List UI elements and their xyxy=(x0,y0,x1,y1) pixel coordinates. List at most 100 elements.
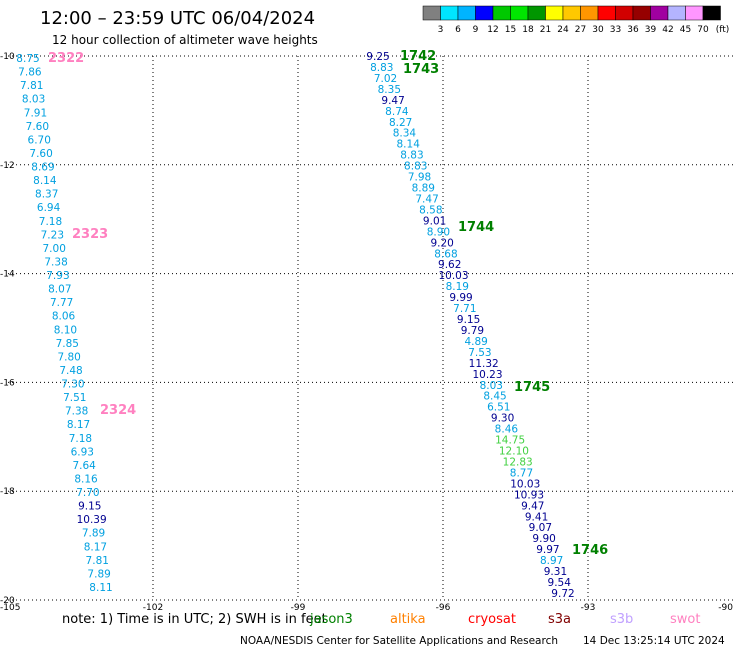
colorbar-swatch xyxy=(702,5,721,21)
wave-height-value: 7.93 xyxy=(46,270,69,282)
wave-height-value: 7.23 xyxy=(41,229,64,241)
wave-height-value: 8.77 xyxy=(510,467,533,479)
wave-height-value: 7.85 xyxy=(56,338,79,350)
wave-height-value: 7.53 xyxy=(468,347,491,359)
legend-satellite-s3b: s3b xyxy=(610,612,634,627)
wave-height-value: 7.91 xyxy=(24,107,47,119)
wave-height-value: 7.98 xyxy=(408,172,431,184)
wave-height-value: 8.14 xyxy=(397,139,421,151)
wave-height-value: 7.81 xyxy=(86,555,109,567)
wave-height-value: 7.89 xyxy=(87,568,110,580)
colorbar-tick-label: 6 xyxy=(455,25,461,35)
wave-height-value: 7.51 xyxy=(63,392,86,404)
wave-height-value: 9.25 xyxy=(366,51,389,63)
wave-height-value: 9.47 xyxy=(521,500,544,512)
wave-height-value: 9.30 xyxy=(491,413,514,425)
legend-satellite-s3a: s3a xyxy=(548,612,572,627)
longitude-label: -90 xyxy=(718,603,733,613)
wave-height-value: 7.89 xyxy=(82,528,105,540)
wave-height-value: 9.41 xyxy=(525,511,548,523)
wave-height-value: 8.35 xyxy=(378,84,401,96)
wave-height-colorbar: 3 6 9 12 15 18 21 24 27 30 33 36 39 42 45 70 (ft) xyxy=(422,5,730,35)
wave-height-value: 9.20 xyxy=(430,237,453,249)
track-label-2323: 2323 xyxy=(72,227,108,242)
legend-satellite-altika: altika xyxy=(390,612,426,627)
colorbar-tick-label: 24 xyxy=(557,25,569,35)
wave-height-value: 7.80 xyxy=(57,351,80,363)
wave-height-value: 9.15 xyxy=(78,501,101,513)
wave-height-value: 9.47 xyxy=(381,95,404,107)
legend-satellite-cryosat: cryosat xyxy=(468,612,516,627)
wave-height-value: 7.30 xyxy=(61,379,84,391)
wave-height-value: 8.83 xyxy=(370,62,393,74)
wave-height-value: 10.23 xyxy=(472,369,502,381)
wave-height-value: 7.18 xyxy=(69,433,92,445)
latitude-label: -16 xyxy=(0,378,15,388)
wave-height-value: 8.74 xyxy=(385,106,409,118)
wave-height-value: 7.71 xyxy=(453,303,476,315)
wave-height-value: 9.62 xyxy=(438,259,461,271)
longitude-label: -99 xyxy=(291,603,306,613)
wave-height-value: 14.75 xyxy=(495,435,525,447)
wave-height-value: 7.02 xyxy=(374,73,397,85)
updated-timestamp: 14 Dec 13:25:14 UTC 2024 xyxy=(583,635,725,647)
wave-height-value: 8.97 xyxy=(540,555,563,567)
colorbar-tick-label: 15 xyxy=(505,25,516,35)
colorbar-tick-label: 39 xyxy=(645,25,657,35)
wave-height-value: 8.37 xyxy=(35,189,58,201)
page-title: 12:00 – 23:59 UTC 06/04/2024 xyxy=(40,8,316,29)
track-label-2322: 2322 xyxy=(48,51,84,66)
page-subtitle: 12 hour collection of altimeter wave hei… xyxy=(52,33,318,47)
wave-height-value: 6.51 xyxy=(487,402,510,414)
wave-height-value: 8.16 xyxy=(74,473,98,485)
colorbar-tick-label: 27 xyxy=(575,25,586,35)
footer-note: note: 1) Time is in UTC; 2) SWH is in fe… xyxy=(62,612,327,627)
wave-height-value: 8.17 xyxy=(84,541,107,553)
wave-height-value: 4.89 xyxy=(464,336,487,348)
wave-height-value: 7.70 xyxy=(76,487,99,499)
track-label-1744: 1744 xyxy=(458,220,494,235)
colorbar-tick-label: 9 xyxy=(473,25,479,35)
wave-height-value: 9.15 xyxy=(457,314,480,326)
wave-height-value: 8.46 xyxy=(495,424,519,436)
wave-height-value: 7.86 xyxy=(18,67,42,79)
colorbar-unit-label: (ft) xyxy=(716,25,730,35)
wave-height-value: 8.89 xyxy=(412,183,435,195)
longitude-label: -93 xyxy=(581,603,596,613)
legend-satellite-swot: swot xyxy=(670,612,701,627)
wave-height-value: 7.64 xyxy=(72,460,96,472)
wave-height-value: 7.48 xyxy=(59,365,82,377)
wave-height-value: 7.47 xyxy=(415,193,438,205)
wave-height-value: 6.94 xyxy=(37,202,61,214)
latitude-label: -12 xyxy=(0,161,15,171)
wave-height-value: 8.03 xyxy=(480,380,503,392)
colorbar-tick-label: 18 xyxy=(522,25,534,35)
wave-height-value: 8.17 xyxy=(67,419,90,431)
longitude-label: -96 xyxy=(436,603,451,613)
colorbar-tick-label: 3 xyxy=(438,25,444,35)
wave-height-value: 8.83 xyxy=(400,150,423,162)
wave-height-value: 9.54 xyxy=(548,577,572,589)
legend-satellite-jason3: jason3 xyxy=(310,612,353,627)
wave-height-value: 8.27 xyxy=(389,117,412,129)
wave-height-value: 8.90 xyxy=(427,226,450,238)
wave-height-value: 8.10 xyxy=(54,324,77,336)
wave-height-value: 12.10 xyxy=(499,446,529,458)
wave-height-value: 8.83 xyxy=(404,161,427,173)
colorbar-tick-label: 21 xyxy=(540,25,551,35)
wave-height-value: 9.01 xyxy=(423,215,446,227)
latitude-label: -10 xyxy=(0,52,15,62)
wave-height-value: 8.58 xyxy=(419,204,442,216)
credit-text: NOAA/NESDIS Center for Satellite Applica… xyxy=(240,635,558,647)
colorbar-tick-label: 33 xyxy=(610,25,621,35)
wave-height-value: 12.83 xyxy=(503,456,533,468)
track-label-1746: 1746 xyxy=(572,543,608,558)
wave-height-value: 11.32 xyxy=(469,358,499,370)
wave-height-value: 10.03 xyxy=(438,270,468,282)
wave-height-value: 7.38 xyxy=(44,256,67,268)
colorbar-tick-label: 12 xyxy=(487,25,498,35)
wave-height-value: 8.07 xyxy=(48,284,71,296)
longitude-label: -105 xyxy=(0,603,20,613)
wave-height-value: 6.70 xyxy=(28,134,51,146)
